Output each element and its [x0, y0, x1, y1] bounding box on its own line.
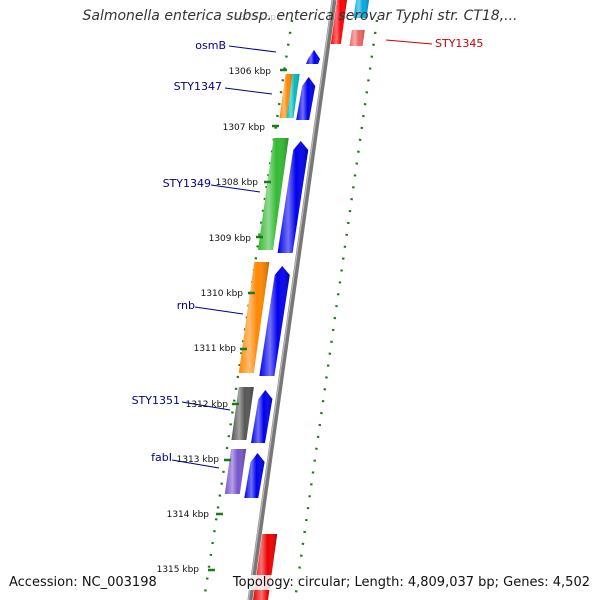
- gene-feature-shading: [353, 0, 369, 18]
- gene-feature-shading: [250, 390, 273, 443]
- gene-feature-shading: [244, 453, 265, 498]
- tick-label: 1306 kbp: [229, 67, 272, 77]
- tick-label: 1312 kbp: [186, 400, 229, 410]
- gene-feature-shading: [296, 77, 316, 120]
- tick-label: 1311 kbp: [194, 344, 237, 354]
- tick-label: 1305 kbp: [234, 13, 277, 23]
- tick-label: 1308 kbp: [216, 178, 259, 188]
- gene-feature-shading: [349, 30, 365, 46]
- gene-label-sty1345[interactable]: STY1345: [435, 37, 483, 50]
- gene-label-leader-line: [228, 45, 277, 53]
- gene-feature-shading: [259, 266, 290, 376]
- outer-dotted-guide-left: [202, 19, 294, 600]
- gene-label-fabi[interactable]: fabI: [151, 451, 172, 464]
- gene-label-leader-line: [171, 459, 220, 469]
- genome-backbone: [247, 0, 337, 600]
- gene-feature-shading: [279, 74, 293, 118]
- accession-text: Accession: NC_003198: [9, 575, 157, 590]
- genome-backbone-highlight: [247, 0, 334, 600]
- gene-label-leader-line: [385, 39, 433, 45]
- gene-feature-shading: [277, 141, 309, 253]
- tick-label: 1314 kbp: [167, 510, 210, 520]
- gene-feature-shading: [238, 262, 270, 373]
- label-layer: osmB STY1345 STY1347 STY1349 rnb STY1351 fabI: [132, 37, 483, 469]
- gene-feature-shading: [224, 449, 247, 494]
- tick-layer: 1305 kbp 1306 kbp 1307 kbp 1308 kbp 1309 kbp…: [157, 13, 287, 575]
- gene-feature-shading: [286, 74, 300, 118]
- feature-layer: [224, 0, 369, 600]
- gene-label-sty1351[interactable]: STY1351: [132, 394, 180, 407]
- gene-label-leader-line: [194, 306, 244, 315]
- gene-feature-shading: [258, 138, 289, 250]
- map-title: Salmonella enterica subsp. enterica sero…: [82, 8, 518, 24]
- gene-label-leader-line: [181, 401, 231, 411]
- tick-label: 1315 kbp: [157, 565, 200, 575]
- tick-label: 1309 kbp: [209, 234, 252, 244]
- gene-label-sty1349[interactable]: STY1349: [163, 177, 211, 190]
- gene-label-osmb[interactable]: osmB: [195, 39, 226, 52]
- topology-text: Topology: circular; Length: 4,809,037 bp…: [232, 575, 590, 590]
- gene-label-sty1347[interactable]: STY1347: [174, 80, 222, 93]
- outer-dotted-guide-right: [293, 19, 379, 600]
- tick-label: 1313 kbp: [177, 455, 220, 465]
- gene-feature-shading: [330, 0, 347, 44]
- tick-label: 1307 kbp: [223, 123, 266, 133]
- gene-feature-shading: [306, 50, 320, 64]
- gene-label-leader-line: [210, 184, 261, 193]
- gene-feature-shading: [231, 387, 254, 440]
- gene-label-rnb[interactable]: rnb: [177, 299, 195, 312]
- gene-label-leader-line: [224, 87, 273, 95]
- tick-label: 1310 kbp: [201, 289, 244, 299]
